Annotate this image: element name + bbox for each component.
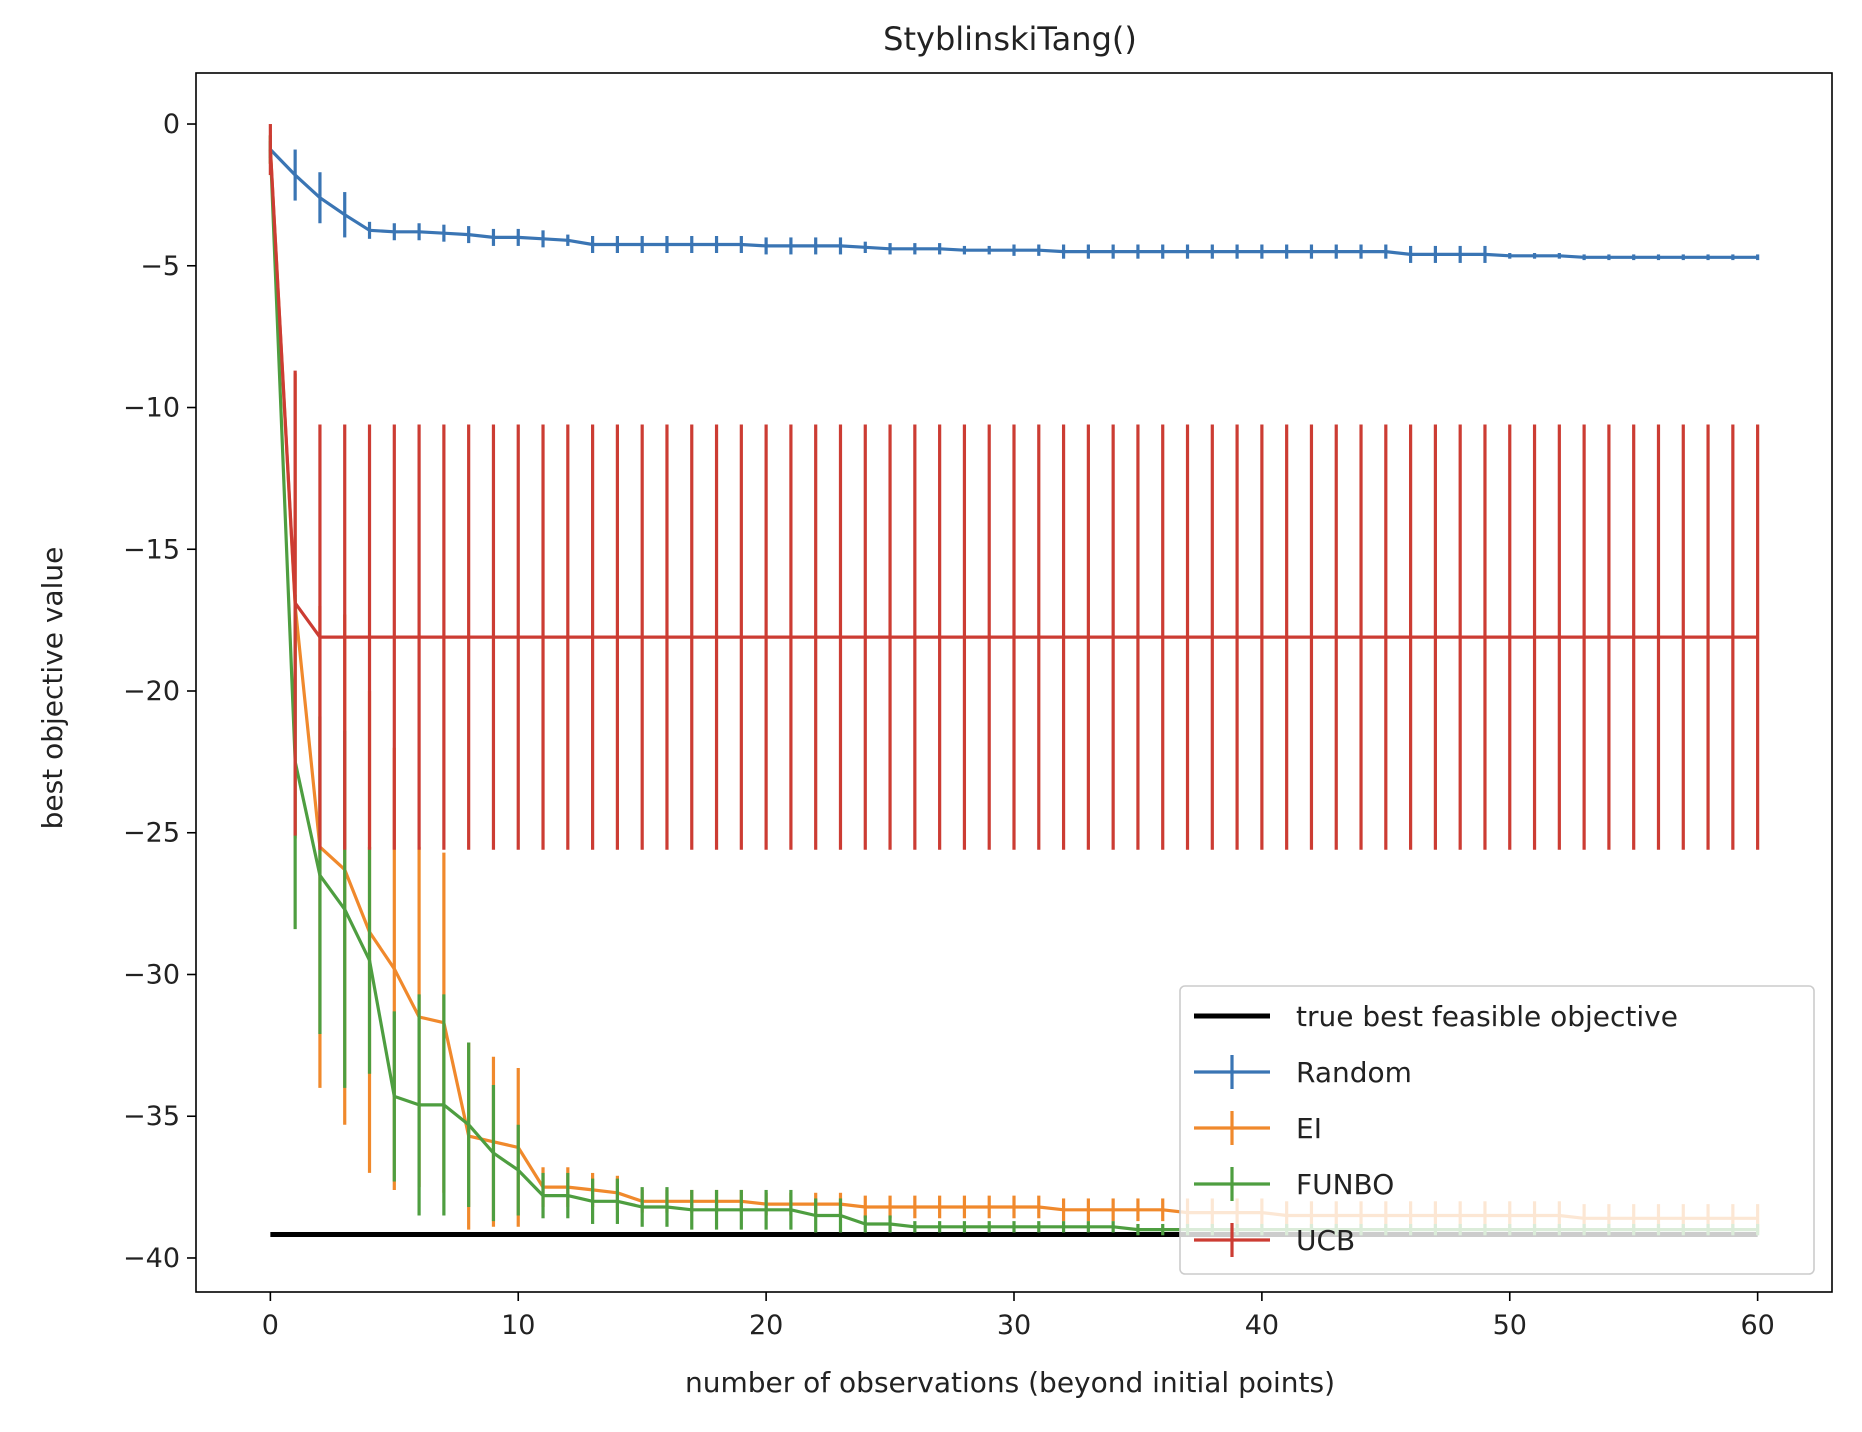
x-tick-label: 30 [997,1310,1031,1341]
axes: 0 10 20 30 40 50 60 0 −5 −10 −15 −20 −25 −30 −35 −40 [123,72,1833,1341]
legend: true best feasible objective Random EI FUNB… [1179,985,1815,1275]
x-axis-label: number of observations (beyond initial p… [685,1366,1335,1399]
legend-label-ucb: UCB [1296,1224,1355,1257]
series-random [268,141,1760,263]
legend-entry-random: Random [1194,1055,1412,1089]
legend-entry-ucb: UCB [1194,1223,1355,1257]
y-tick-label: 0 [163,109,180,140]
y-tick-label: −5 [140,251,180,282]
legend-label-funbo: FUNBO [1296,1168,1394,1201]
x-tick-label: 20 [749,1310,783,1341]
legend-label-random: Random [1296,1056,1412,1089]
series-line-ucb [268,149,1758,639]
y-tick-label: −35 [123,1101,180,1132]
y-tick-label: −20 [123,676,180,707]
y-axis-label: best objective value [36,547,69,830]
x-tick-label: 50 [1493,1310,1527,1341]
series-line-random [269,148,1758,259]
legend-box [1179,985,1815,1275]
y-tick-label: −10 [123,393,180,424]
chart-title: StyblinskiTang() [883,20,1137,58]
y-tick-label: −30 [123,959,180,990]
series-ucb [268,124,1760,850]
y-tick-label: −40 [123,1243,180,1274]
legend-label-ei: EI [1296,1112,1322,1145]
legend-entry-true-best-feasible-objective: true best feasible objective [1194,1000,1678,1033]
legend-label-true-best-feasible-objective: true best feasible objective [1296,1000,1678,1033]
x-tick-label: 60 [1740,1310,1774,1341]
x-tick-label: 10 [501,1310,535,1341]
x-tick-label: 0 [262,1310,279,1341]
legend-entry-funbo: FUNBO [1194,1167,1394,1201]
legend-entry-ei: EI [1194,1111,1322,1145]
y-tick-label: −15 [123,534,180,565]
x-tick-label: 40 [1245,1310,1279,1341]
y-tick-label: −25 [123,818,180,849]
